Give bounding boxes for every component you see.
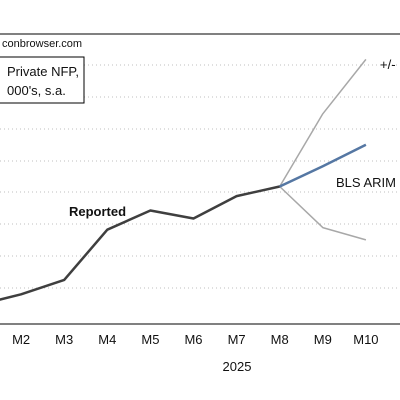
- series-line-reported: [0, 185, 280, 301]
- plot-frame: [0, 33, 400, 325]
- series-line-forecast: [279, 143, 367, 188]
- x-tick-label: M7: [228, 332, 246, 347]
- x-tick-label: M3: [55, 332, 73, 347]
- x-tick-label: M2: [12, 332, 30, 347]
- annotation-forecast: BLS ARIM: [336, 175, 396, 190]
- series-line-band-upper: [279, 58, 367, 187]
- x-tick-label: M4: [98, 332, 116, 347]
- x-tick-label: M9: [314, 332, 332, 347]
- series-line-band-lower: [279, 185, 367, 241]
- x-tick-label: M6: [184, 332, 202, 347]
- x-tick-label: M10: [353, 332, 378, 347]
- legend-line-1: Private NFP,: [7, 64, 79, 79]
- annotation-band: +/-: [380, 57, 396, 72]
- x-axis-year-label: 2025: [223, 359, 252, 374]
- x-tick-label: M8: [271, 332, 289, 347]
- x-axis-ticks: M2 M3 M4 M5 M6 M7 M8 M9 M10: [12, 332, 378, 347]
- source-label: conbrowser.com: [2, 38, 82, 50]
- x-tick-label: M5: [141, 332, 159, 347]
- legend-box: [0, 56, 85, 104]
- series-lines: [0, 58, 367, 301]
- annotation-reported: Reported: [69, 204, 126, 219]
- gridlines: [0, 64, 400, 289]
- legend-line-2: 000's, s.a.: [7, 83, 66, 98]
